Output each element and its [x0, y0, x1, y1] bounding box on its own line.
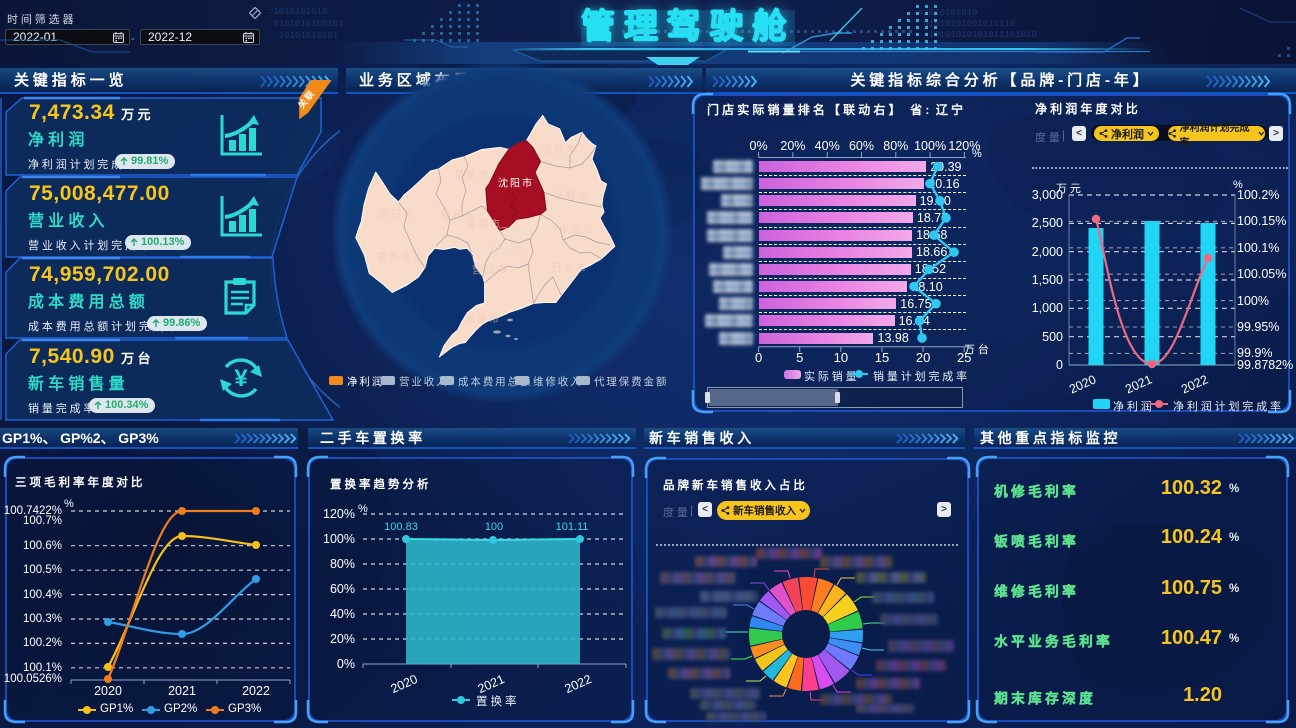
- svg-text:鞍山市: 鞍山市: [490, 245, 526, 258]
- svg-text:盘锦市: 盘锦市: [466, 218, 502, 231]
- svg-text:营口市: 营口市: [472, 264, 508, 277]
- svg-text:朝阳市: 朝阳市: [379, 208, 415, 221]
- svg-text:铁岭市: 铁岭市: [542, 144, 578, 157]
- svg-text:辽阳市: 辽阳市: [498, 226, 534, 239]
- svg-text:大连市: 大连市: [465, 313, 501, 326]
- svg-text:阜新市: 阜新市: [454, 169, 490, 182]
- svg-text:抚顺市: 抚顺市: [554, 190, 590, 203]
- svg-text:锦州市: 锦州市: [441, 209, 477, 222]
- svg-text:¥: ¥: [234, 365, 248, 392]
- svg-text:葫芦岛市: 葫芦岛市: [377, 252, 425, 265]
- svg-text:本溪市: 本溪市: [559, 224, 595, 237]
- svg-text:丹东市: 丹东市: [552, 262, 588, 275]
- svg-text:沈阳市: 沈阳市: [498, 177, 534, 190]
